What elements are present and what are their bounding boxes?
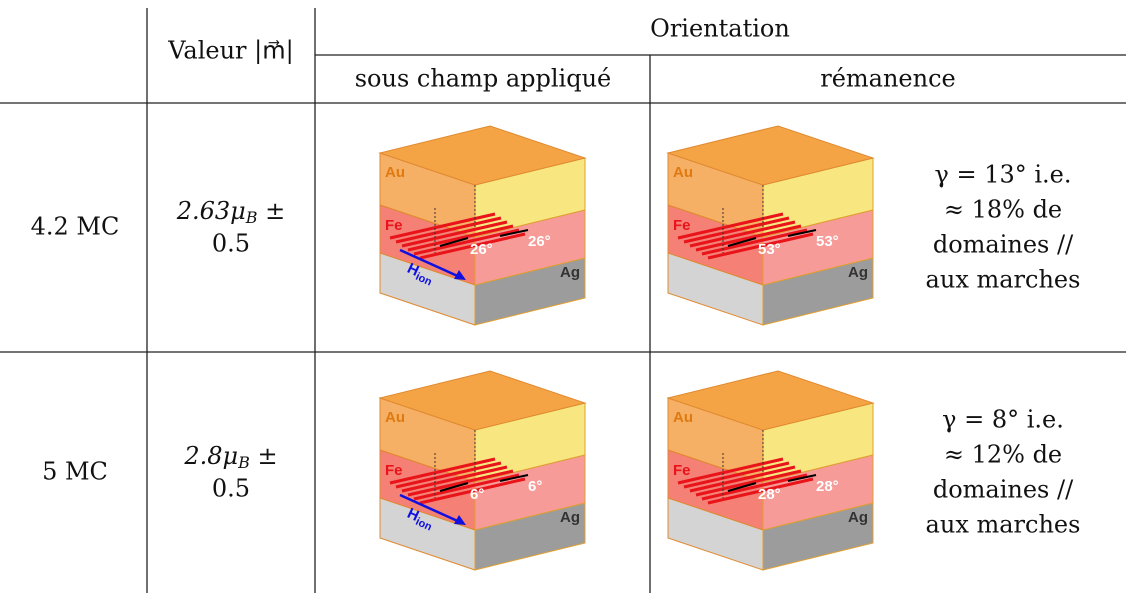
- moment: 2.63μB ±: [176, 197, 286, 227]
- layer-diagram: Au Fe Ag 28° 28°: [666, 370, 875, 571]
- step: [407, 469, 514, 497]
- layer-diagram: Au Fe Ag 53° 53°: [666, 125, 875, 326]
- cube-face: [666, 370, 875, 431]
- field-arrow: [399, 248, 463, 280]
- angle-label: 6°: [470, 486, 484, 503]
- field-arrow-head: [454, 270, 466, 280]
- step: [419, 477, 526, 505]
- step: [701, 228, 808, 256]
- step: [695, 469, 802, 497]
- moment-arrow: [499, 229, 529, 237]
- moment-arrow: [787, 229, 817, 237]
- moment-arrow: [439, 237, 469, 247]
- header-cell: Orientation: [650, 15, 790, 43]
- moment: 2.8μB ±: [183, 442, 277, 472]
- step: [677, 212, 784, 240]
- step: [413, 228, 520, 256]
- moment-error: 0.5: [212, 230, 250, 258]
- header-cell: sous champ appliqué: [355, 65, 612, 93]
- moment-arrow: [787, 474, 817, 482]
- step: [413, 473, 520, 501]
- moment-arrow: [499, 474, 529, 482]
- note-line: ≈ 18% de: [944, 196, 1062, 224]
- cube-face: [378, 125, 587, 186]
- angle-label: 28°: [816, 478, 839, 495]
- step: [419, 232, 526, 260]
- angle-label: 26°: [470, 241, 493, 258]
- angle-label: 53°: [758, 241, 781, 258]
- step: [395, 461, 502, 489]
- layer-label: Fe: [385, 462, 403, 479]
- field-arrow-head: [454, 515, 466, 525]
- moment-arrow: [727, 482, 757, 492]
- angle-label: 53°: [816, 233, 839, 250]
- header-cell: Valeur |m⃗|: [167, 37, 293, 66]
- moment-subscript: B: [245, 208, 258, 227]
- layer-label: Ag: [848, 264, 868, 281]
- layer-label: Au: [673, 164, 693, 181]
- cube-face: [378, 370, 587, 431]
- moment-value: 2.63μ: [176, 197, 246, 225]
- thickness: 5 MC: [42, 458, 108, 486]
- field-arrow: [399, 493, 463, 525]
- note-line: domaines //: [933, 231, 1074, 259]
- step: [689, 465, 796, 493]
- moment-value: 2.8μ: [183, 442, 238, 470]
- layer-label: Fe: [673, 217, 691, 234]
- note-line: γ = 13° i.e.: [934, 161, 1071, 189]
- step: [395, 216, 502, 244]
- layer-label: Fe: [673, 462, 691, 479]
- cube-face: [762, 257, 874, 326]
- cube-face: [762, 502, 874, 571]
- thickness: 4.2 MC: [31, 213, 120, 241]
- layer-label: Ag: [560, 509, 580, 526]
- note-line: aux marches: [926, 511, 1081, 539]
- note-line: ≈ 12% de: [944, 441, 1062, 469]
- layer-label: Ag: [560, 264, 580, 281]
- step: [677, 457, 784, 485]
- layer-label: Au: [385, 409, 405, 426]
- moment-subscript: B: [237, 453, 250, 472]
- step: [401, 465, 508, 493]
- note-line: domaines //: [933, 476, 1074, 504]
- step: [683, 461, 790, 489]
- step: [683, 216, 790, 244]
- step: [401, 220, 508, 248]
- moment-error: 0.5: [212, 475, 250, 503]
- step: [701, 473, 808, 501]
- step: [389, 212, 496, 240]
- layer-label: Au: [673, 409, 693, 426]
- step: [695, 224, 802, 252]
- angle-label: 26°: [528, 233, 551, 250]
- angle-label: 28°: [758, 486, 781, 503]
- layer-label: Au: [385, 164, 405, 181]
- layer-label: Fe: [385, 217, 403, 234]
- moment-arrow: [439, 482, 469, 492]
- note-line: aux marches: [926, 266, 1081, 294]
- cube-face: [666, 125, 875, 186]
- step: [689, 220, 796, 248]
- layer-label: Ag: [848, 509, 868, 526]
- step: [707, 477, 814, 505]
- cube-face: [474, 502, 586, 571]
- moment-arrow: [727, 237, 757, 247]
- header-cell: rémanence: [820, 65, 956, 93]
- note-line: γ = 8° i.e.: [942, 406, 1064, 434]
- moment-sign: ±: [250, 442, 278, 470]
- step: [389, 457, 496, 485]
- layer-diagram: Au Fe Ag 26° 26° Hion: [378, 125, 587, 326]
- field-label: Hion: [404, 260, 437, 289]
- step: [407, 224, 514, 252]
- moment-sign: ±: [258, 197, 286, 225]
- angle-label: 6°: [528, 478, 542, 495]
- cube-face: [474, 257, 586, 326]
- step: [707, 232, 814, 260]
